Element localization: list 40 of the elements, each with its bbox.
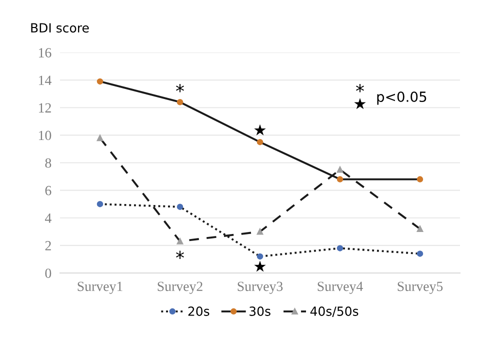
annotation: * bbox=[176, 250, 184, 260]
y-tick-label: 2 bbox=[45, 241, 51, 250]
point bbox=[336, 176, 344, 182]
y-tick-label: 0 bbox=[45, 268, 52, 278]
point bbox=[336, 245, 344, 252]
x-tick-label: Survey1 bbox=[78, 282, 122, 294]
x-tick-label: Survey4 bbox=[318, 282, 363, 294]
legend-label: 40s/50s bbox=[310, 306, 358, 317]
point bbox=[256, 253, 264, 260]
point bbox=[416, 176, 424, 182]
y-axis-title: BDI score bbox=[31, 23, 89, 33]
y-tick-label: 12 bbox=[39, 103, 51, 112]
y-tick-label: 8 bbox=[45, 158, 52, 168]
annotation: * bbox=[356, 84, 364, 92]
legend-label: 30s bbox=[250, 306, 270, 316]
point bbox=[416, 226, 424, 232]
point bbox=[336, 166, 344, 173]
y-tick-label: 10 bbox=[39, 130, 52, 140]
point bbox=[176, 238, 184, 244]
point bbox=[176, 98, 184, 106]
point bbox=[96, 78, 104, 85]
legend-label: 20s bbox=[188, 306, 210, 316]
y-tick-label: 6 bbox=[45, 186, 52, 196]
point bbox=[96, 200, 104, 208]
annotation: ★ bbox=[254, 124, 266, 136]
annotation: p<0.05 bbox=[377, 92, 426, 105]
annotation: ★ bbox=[354, 98, 366, 110]
y-tick-label: 14 bbox=[39, 76, 52, 85]
point bbox=[256, 228, 264, 235]
point bbox=[256, 138, 264, 146]
x-tick-label: Survey5 bbox=[398, 282, 443, 294]
x-tick-label: Survey2 bbox=[158, 282, 202, 294]
point bbox=[416, 250, 424, 257]
point bbox=[96, 134, 104, 142]
y-tick-label: 16 bbox=[39, 48, 52, 58]
y-tick-label: 4 bbox=[44, 214, 52, 223]
annotation: * bbox=[176, 84, 184, 92]
x-tick-label: Survey3 bbox=[238, 282, 283, 294]
point bbox=[176, 204, 184, 210]
annotation: ★ bbox=[254, 260, 266, 272]
